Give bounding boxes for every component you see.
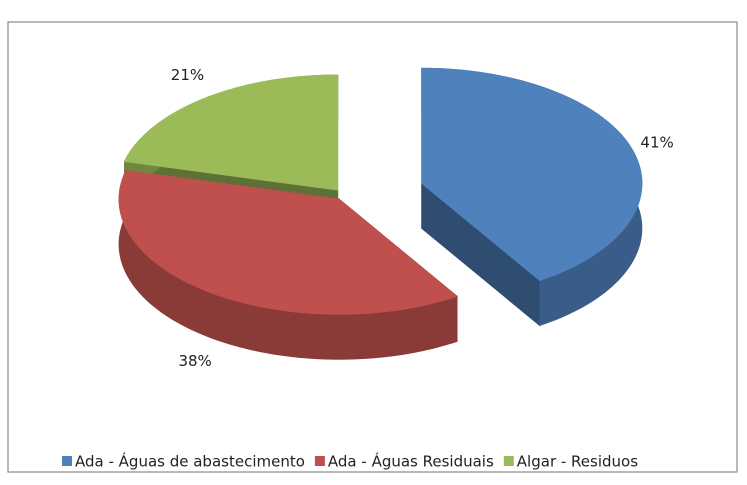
data-label: 21% <box>171 66 204 84</box>
data-label: 41% <box>640 133 673 151</box>
legend: Ada - Águas de abastecimento Ada - Águas … <box>62 452 638 471</box>
legend-swatch <box>503 456 514 466</box>
legend-label: Ada - Águas Residuais <box>328 452 494 471</box>
slice <box>123 74 339 191</box>
legend-swatch <box>62 456 72 466</box>
legend-swatch <box>314 456 325 466</box>
legend-label: Algar - Residuos <box>517 453 638 471</box>
data-label: 38% <box>178 352 211 370</box>
pie-tops <box>118 67 643 315</box>
slice <box>421 67 643 281</box>
legend-label: Ada - Águas de abastecimento <box>75 452 305 471</box>
slice <box>118 170 459 315</box>
